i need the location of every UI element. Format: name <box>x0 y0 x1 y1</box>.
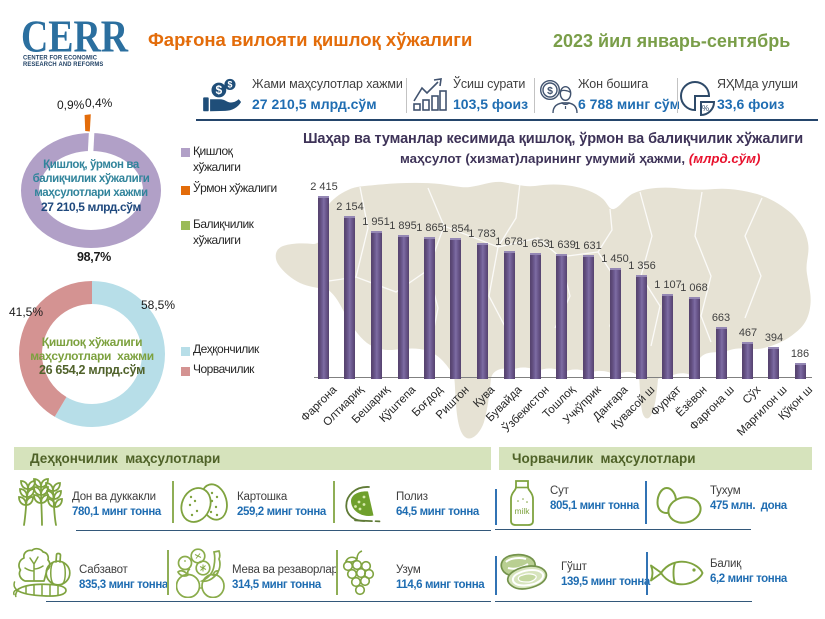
svg-text:$: $ <box>547 85 553 97</box>
svg-text:$: $ <box>228 80 233 90</box>
svg-text:$: $ <box>216 83 223 97</box>
svg-text:%: % <box>702 104 709 113</box>
svg-text:milk: milk <box>514 506 530 516</box>
